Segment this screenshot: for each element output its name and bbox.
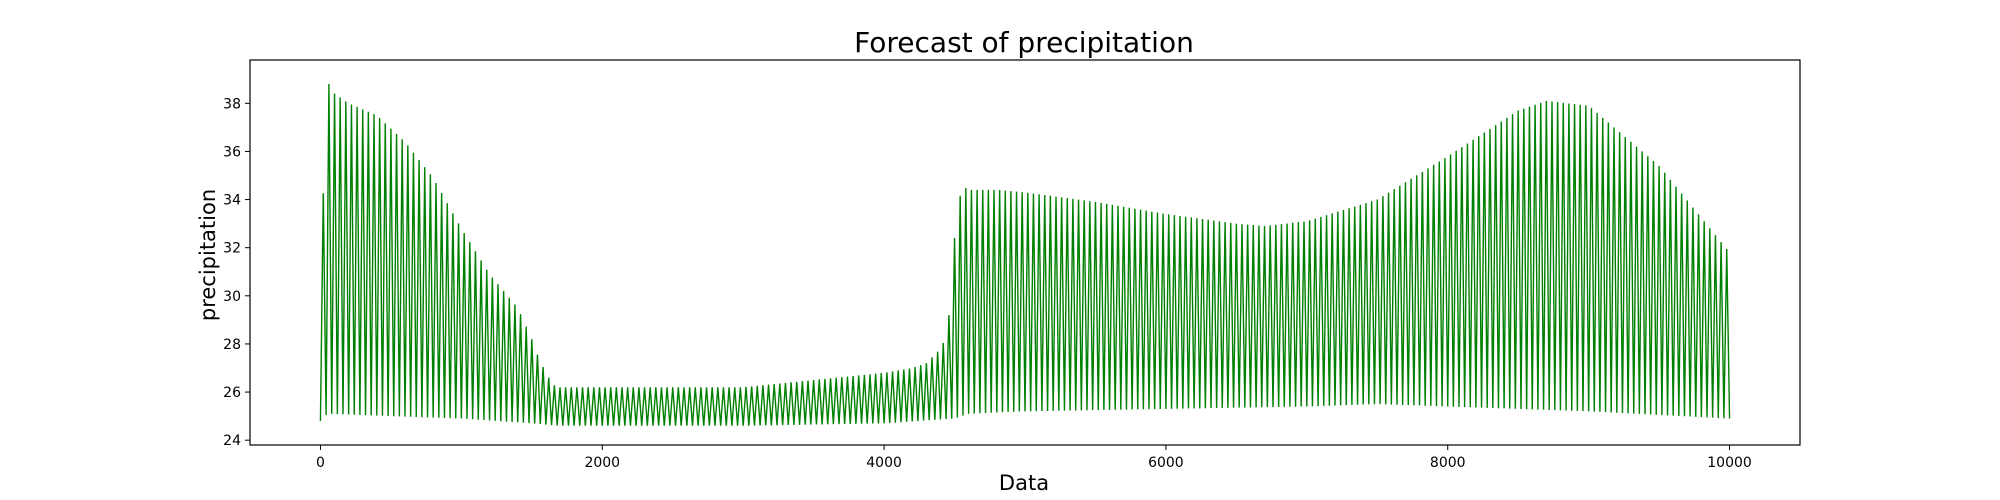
x-tick-label: 10000 <box>1707 455 1752 471</box>
y-tick-label: 28 <box>223 337 241 353</box>
x-tick-label: 4000 <box>866 455 902 471</box>
y-tick-label: 30 <box>223 289 241 305</box>
x-tick-label: 8000 <box>1430 455 1466 471</box>
plot-frame <box>249 59 1801 446</box>
y-tick-label: 34 <box>223 193 241 209</box>
y-tick-label: 24 <box>223 433 241 449</box>
y-tick-label: 32 <box>223 241 241 257</box>
x-axis-label: Data <box>999 471 1049 495</box>
ticks-layer: 0 2000 4000 6000 8000 10000 24 26 28 30 32 34 36 38 <box>223 96 1752 471</box>
x-tick-label: 6000 <box>1148 455 1184 471</box>
chart-title: Forecast of precipitation <box>854 26 1194 59</box>
y-axis-label: precipitation <box>196 189 220 321</box>
x-tick-label: 2000 <box>584 455 620 471</box>
data-layer <box>319 84 1731 426</box>
x-tick-label: 0 <box>316 455 325 471</box>
series-line-0 <box>319 84 1731 426</box>
y-tick-label: 38 <box>223 96 241 112</box>
y-tick-label: 26 <box>223 385 241 401</box>
y-tick-label: 36 <box>223 144 241 160</box>
